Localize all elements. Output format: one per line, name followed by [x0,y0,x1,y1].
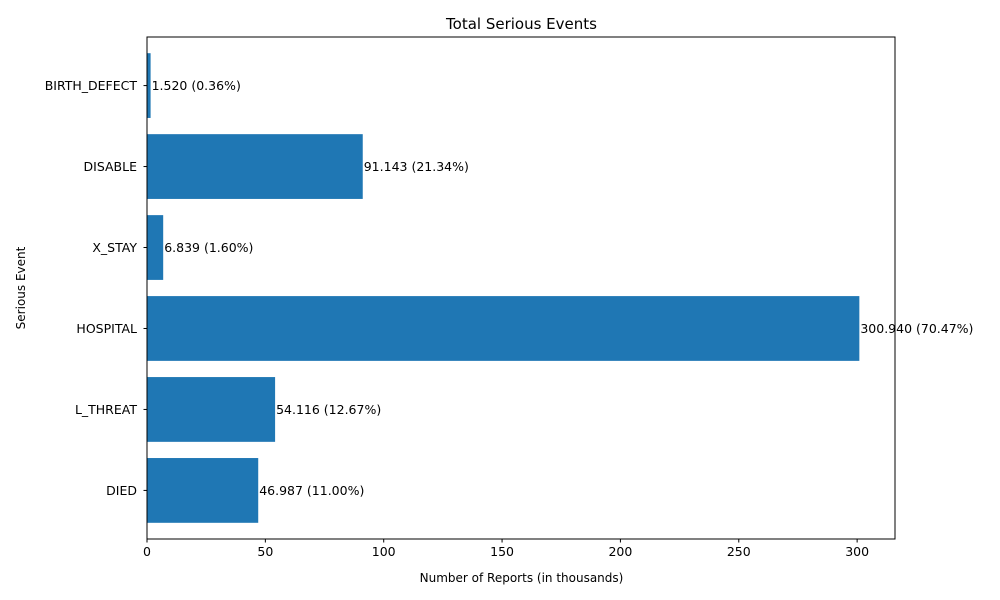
data-labels-layer: 46.987 (11.00%) 54.116 (12.67%) 300.940 (7… [152,78,974,498]
y-tick-label: L_THREAT [75,402,137,417]
data-label: 91.143 (21.34%) [364,159,469,174]
y-tick-label: DIED [106,483,137,498]
x-tick-label: 100 [372,544,396,559]
x-tick-label: 250 [727,544,751,559]
bar-died [147,458,259,523]
y-tick-label: BIRTH_DEFECT [45,78,138,93]
x-tick-label: 150 [490,544,514,559]
bars-layer [147,53,860,523]
data-label: 6.839 (1.60%) [164,240,253,255]
y-axis-label: Serious Event [14,246,28,329]
x-axis-label: Number of Reports (in thousands) [420,571,624,585]
y-tick-label: X_STAY [92,240,137,255]
bar-x-stay [147,215,164,280]
bar-hospital [147,296,860,361]
y-axis: DIED L_THREAT HOSPITAL X_STAY DISABLE BIRTH_D… [45,78,147,498]
x-tick-label: 200 [608,544,632,559]
data-label: 300.940 (70.47%) [860,321,973,336]
x-tick-label: 0 [143,544,151,559]
data-label: 46.987 (11.00%) [259,483,364,498]
y-tick-label: HOSPITAL [76,321,137,336]
bar-l-threat [147,377,276,442]
bar-birth-defect [147,53,151,118]
data-label: 1.520 (0.36%) [152,78,241,93]
plot-frame [146,36,896,540]
y-tick-label: DISABLE [84,159,138,174]
bar-disable [147,134,363,199]
chart-title: Total Serious Events [445,15,597,33]
x-tick-label: 300 [845,544,869,559]
x-axis: 0 50 100 150 200 250 300 [143,539,869,559]
data-label: 54.116 (12.67%) [276,402,381,417]
x-tick-label: 50 [257,544,273,559]
